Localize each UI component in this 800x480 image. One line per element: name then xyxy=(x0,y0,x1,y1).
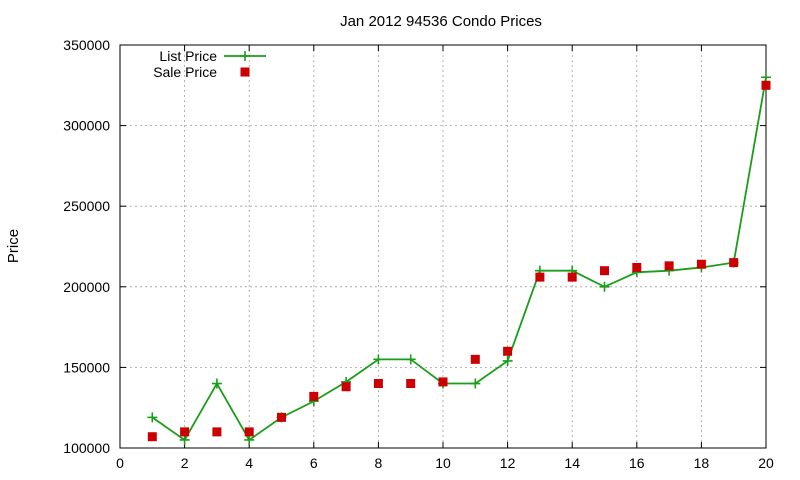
series-layer xyxy=(147,72,771,445)
list-price-point xyxy=(179,434,190,445)
chart-title: Jan 2012 94536 Condo Prices xyxy=(340,13,542,30)
y-tick-label: 100000 xyxy=(63,440,110,456)
legend-plus-marker xyxy=(240,51,250,61)
series-1 xyxy=(147,80,771,442)
sale-price-point xyxy=(600,266,609,276)
list-price-point xyxy=(244,434,255,445)
list-price-point xyxy=(373,354,384,365)
sale-price-point xyxy=(180,427,190,437)
sale-price-point xyxy=(212,427,222,437)
legend-label: List Price xyxy=(159,48,217,64)
y-tick-label: 250000 xyxy=(63,198,110,214)
sale-price-point xyxy=(696,259,706,269)
legend-square-marker xyxy=(240,67,250,77)
sale-price-point xyxy=(406,379,416,389)
x-tick-label: 18 xyxy=(694,455,710,471)
sale-price-point xyxy=(632,262,642,272)
y-tick-label: 350000 xyxy=(63,37,110,53)
x-tick-label: 6 xyxy=(310,455,318,471)
y-tick-label: 300000 xyxy=(63,118,110,134)
x-tick-label: 14 xyxy=(564,455,580,471)
x-tick-label: 16 xyxy=(629,455,645,471)
y-tick-label: 200000 xyxy=(63,279,110,295)
x-tick-label: 0 xyxy=(116,455,124,471)
sale-price-point xyxy=(147,432,157,442)
y-tick-label: 150000 xyxy=(63,359,110,375)
sale-price-point xyxy=(277,412,286,422)
x-tick-label: 2 xyxy=(181,455,189,471)
list-price-point xyxy=(599,281,610,292)
list-price-point xyxy=(502,355,513,366)
sale-price-point xyxy=(438,377,448,387)
list-price-point xyxy=(761,72,771,83)
sale-price-point xyxy=(373,379,383,389)
list-price-line xyxy=(151,77,767,442)
x-tick-label: 4 xyxy=(245,455,253,471)
x-tick-label: 8 xyxy=(375,455,383,471)
sale-price-point xyxy=(309,391,319,401)
list-price-point xyxy=(211,378,222,389)
x-tick-label: 12 xyxy=(500,455,516,471)
x-tick-label: 10 xyxy=(435,455,451,471)
sale-price-point xyxy=(761,80,771,90)
list-price-point xyxy=(147,412,158,423)
sale-price-point xyxy=(664,261,674,271)
sale-price-point xyxy=(470,354,480,364)
sale-price-point xyxy=(341,382,351,392)
sale-price-point xyxy=(503,346,513,356)
series-0 xyxy=(147,72,771,445)
y-axis-label: Price xyxy=(5,229,22,263)
sale-price-point xyxy=(244,427,254,437)
legend-label: Sale Price xyxy=(153,64,217,80)
list-price-point xyxy=(405,354,416,365)
x-tick-label: 20 xyxy=(758,455,774,471)
axis-ticks: 0 2 4 6 8 10 12 14 16 18 20 100000 150000 200000 25000… xyxy=(63,37,774,471)
sale-price-point xyxy=(729,258,739,268)
list-price-point xyxy=(470,378,481,389)
sale-price-point xyxy=(535,272,545,282)
sale-price-point xyxy=(567,272,577,282)
